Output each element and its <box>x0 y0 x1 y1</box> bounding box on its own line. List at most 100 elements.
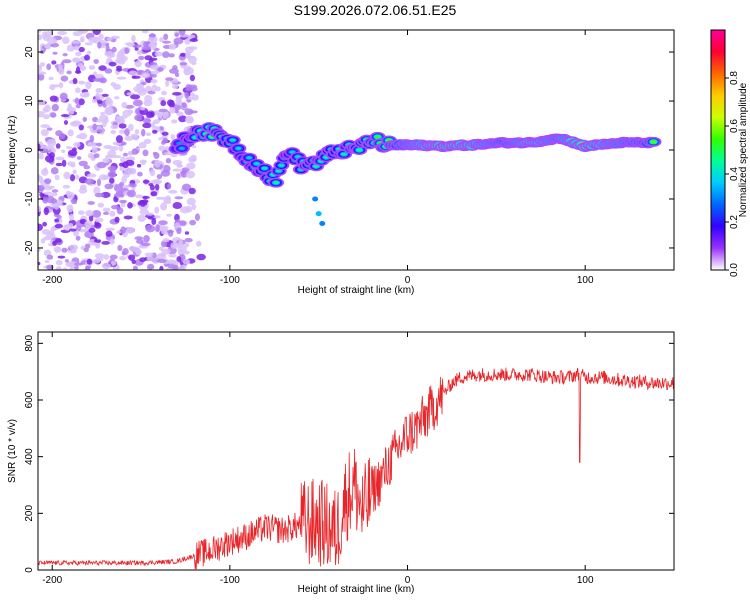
noise-blob <box>142 118 151 124</box>
noise-blob <box>38 174 41 179</box>
noise-blob <box>134 44 142 48</box>
noise-blob <box>156 174 163 180</box>
snr-y-label: SNR (10 * v/v) <box>7 419 18 483</box>
noise-blob <box>177 164 184 168</box>
noise-blob <box>188 187 196 195</box>
noise-blob <box>172 168 182 172</box>
ridge-cell <box>312 196 319 202</box>
noise-blob <box>165 195 171 201</box>
noise-blob <box>78 160 88 167</box>
noise-blob <box>168 43 177 50</box>
noise-blob <box>73 58 80 62</box>
noise-blob <box>68 244 79 251</box>
noise-blob <box>122 170 131 178</box>
noise-blob <box>143 138 152 145</box>
noise-blob <box>47 36 56 45</box>
heatmap-signal-ridge <box>168 122 662 226</box>
noise-blob <box>106 37 113 41</box>
noise-blob <box>150 79 158 84</box>
noise-blob <box>167 183 172 190</box>
noise-blob <box>127 123 134 132</box>
noise-blob <box>55 130 63 137</box>
colorbar-label: Normalized spectral amplitude <box>738 82 749 217</box>
noise-blob <box>161 131 169 136</box>
chart-title: S199.2026.072.06.51.E25 <box>294 2 457 18</box>
noise-blob <box>139 107 146 111</box>
noise-blob <box>57 255 66 259</box>
noise-blob <box>110 129 117 135</box>
ridge-cell <box>650 140 657 144</box>
noise-blob <box>50 112 57 118</box>
noise-blob <box>57 64 63 70</box>
noise-blob <box>83 247 89 253</box>
noise-blob <box>150 70 159 76</box>
noise-blob <box>149 169 156 177</box>
noise-blob <box>115 190 123 198</box>
noise-blob <box>105 154 115 159</box>
noise-blob <box>111 204 120 210</box>
noise-blob <box>145 224 156 233</box>
noise-blob <box>53 204 60 210</box>
noise-blob <box>72 77 78 85</box>
noise-blob <box>79 184 87 190</box>
noise-blob <box>191 203 197 211</box>
noise-blob <box>167 259 175 264</box>
noise-blob <box>75 235 81 241</box>
noise-blob <box>78 98 85 106</box>
noise-blob <box>184 237 193 243</box>
noise-blob <box>128 254 136 261</box>
noise-blob <box>158 97 166 101</box>
noise-blob <box>97 100 103 104</box>
noise-blob <box>94 253 105 259</box>
noise-blob <box>139 257 147 263</box>
noise-blob <box>163 33 169 41</box>
noise-blob <box>183 65 192 72</box>
noise-blob <box>141 30 149 34</box>
noise-blob <box>120 226 127 234</box>
y-tick-label: 200 <box>24 505 35 522</box>
noise-blob <box>134 194 144 199</box>
noise-blob <box>96 118 104 123</box>
noise-blob <box>69 213 74 221</box>
noise-blob <box>184 108 194 116</box>
noise-blob <box>172 91 182 96</box>
noise-blob <box>56 215 62 219</box>
noise-blob <box>43 207 49 216</box>
noise-blob <box>95 88 103 93</box>
noise-blob <box>179 62 188 66</box>
noise-blob <box>144 252 154 257</box>
y-tick-label: 800 <box>24 335 35 352</box>
noise-blob <box>102 207 111 213</box>
noise-blob <box>96 129 103 133</box>
noise-blob <box>143 234 150 243</box>
y-tick-label: 0 <box>24 147 35 153</box>
noise-blob <box>85 209 94 217</box>
noise-blob <box>49 95 58 102</box>
noise-blob <box>182 250 190 255</box>
noise-blob <box>74 97 80 105</box>
noise-blob <box>178 267 186 270</box>
y-tick-label: 10 <box>24 95 35 107</box>
x-tick-label: -200 <box>42 575 62 586</box>
noise-blob <box>172 201 183 210</box>
noise-blob <box>101 93 109 97</box>
ridge-cell <box>315 211 322 217</box>
noise-blob <box>43 185 53 191</box>
noise-blob <box>71 147 77 152</box>
noise-blob <box>60 114 70 118</box>
noise-blob <box>110 124 119 130</box>
noise-blob <box>196 240 202 247</box>
noise-blob <box>141 72 150 79</box>
noise-blob <box>136 239 144 244</box>
noise-blob <box>38 261 41 266</box>
noise-blob <box>139 201 146 207</box>
noise-blob <box>181 102 187 108</box>
noise-blob <box>38 152 44 160</box>
noise-blob <box>168 189 178 194</box>
noise-blob <box>167 229 174 237</box>
noise-blob <box>78 124 84 131</box>
noise-blob <box>121 250 127 256</box>
noise-blob <box>73 45 80 51</box>
noise-blob <box>146 256 154 262</box>
